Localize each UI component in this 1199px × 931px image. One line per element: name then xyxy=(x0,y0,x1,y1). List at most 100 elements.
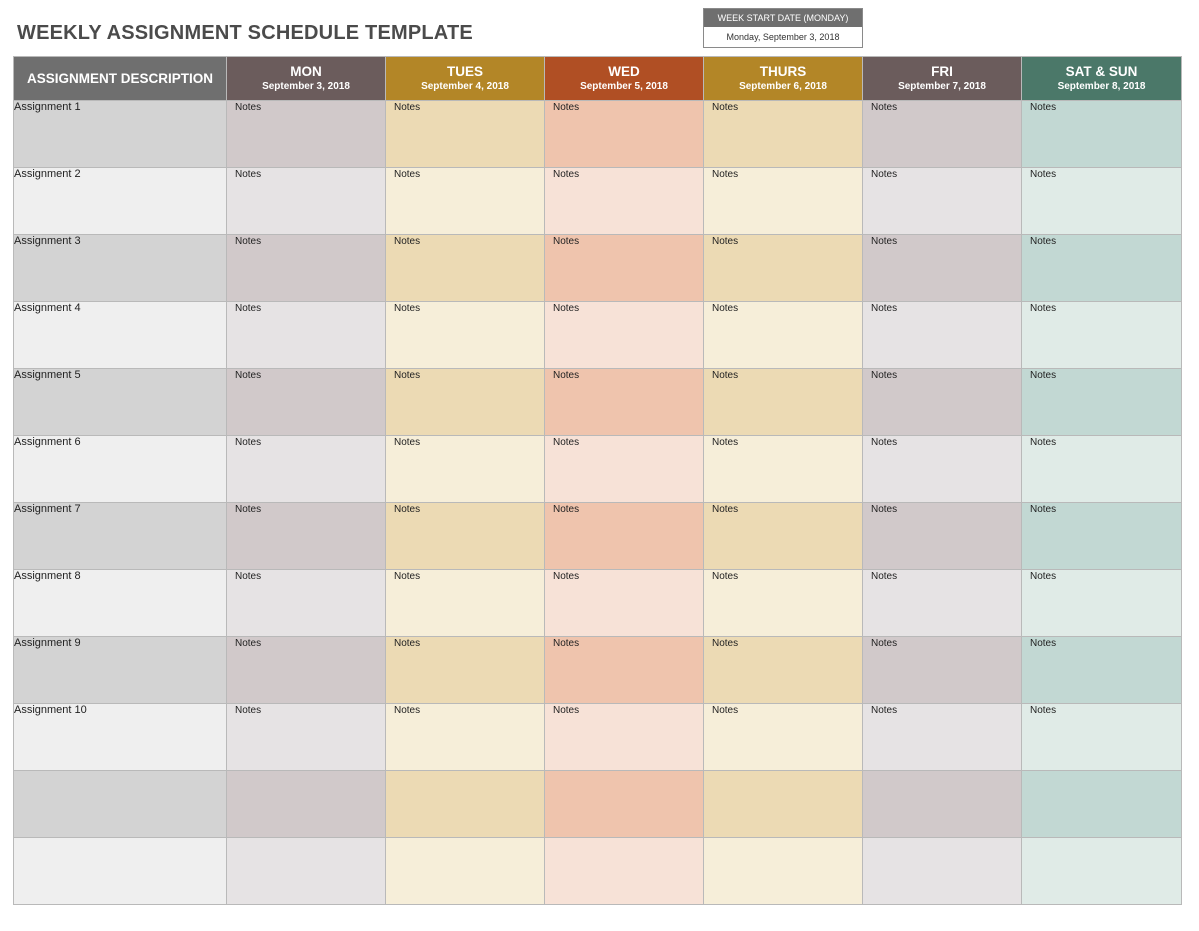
day-notes-cell[interactable]: Notes xyxy=(226,502,386,570)
day-notes-cell[interactable]: Notes xyxy=(544,167,704,235)
assignment-description-cell[interactable]: Assignment 6 xyxy=(13,435,227,503)
day-notes-cell[interactable]: Notes xyxy=(544,368,704,436)
assignment-description-cell[interactable]: Assignment 10 xyxy=(13,703,227,771)
day-notes-cell[interactable] xyxy=(226,770,386,838)
day-notes-cell[interactable]: Notes xyxy=(862,301,1022,369)
assignment-description-cell[interactable]: Assignment 9 xyxy=(13,636,227,704)
assignment-description-cell[interactable] xyxy=(13,770,227,838)
day-notes-cell[interactable]: Notes xyxy=(544,636,704,704)
day-notes-cell[interactable]: Notes xyxy=(703,569,863,637)
notes-label: Notes xyxy=(394,571,421,582)
day-notes-cell[interactable]: Notes xyxy=(226,100,386,168)
day-notes-cell[interactable]: Notes xyxy=(703,703,863,771)
day-notes-cell[interactable]: Notes xyxy=(1021,301,1182,369)
notes-label xyxy=(704,771,862,772)
assignment-description-cell[interactable]: Assignment 1 xyxy=(13,100,227,168)
day-notes-cell[interactable]: Notes xyxy=(703,234,863,302)
notes-label: Notes xyxy=(712,236,739,247)
day-notes-cell[interactable]: Notes xyxy=(385,435,545,503)
assignment-description-cell[interactable]: Assignment 5 xyxy=(13,368,227,436)
notes-label: Notes xyxy=(871,303,898,314)
day-notes-cell[interactable]: Notes xyxy=(703,636,863,704)
day-notes-cell[interactable]: Notes xyxy=(226,435,386,503)
notes-label xyxy=(545,838,703,839)
day-notes-cell[interactable] xyxy=(226,837,386,905)
notes-label: Notes xyxy=(1030,705,1057,716)
day-notes-cell[interactable]: Notes xyxy=(1021,100,1182,168)
day-notes-cell[interactable]: Notes xyxy=(703,502,863,570)
day-notes-cell[interactable]: Notes xyxy=(385,100,545,168)
notes-label: Notes xyxy=(712,169,739,180)
day-notes-cell[interactable]: Notes xyxy=(1021,703,1182,771)
day-notes-cell[interactable]: Notes xyxy=(226,301,386,369)
day-notes-cell[interactable]: Notes xyxy=(703,301,863,369)
day-notes-cell[interactable]: Notes xyxy=(862,234,1022,302)
day-notes-cell[interactable]: Notes xyxy=(544,435,704,503)
day-notes-cell[interactable]: Notes xyxy=(1021,167,1182,235)
day-notes-cell[interactable]: Notes xyxy=(385,636,545,704)
day-notes-cell[interactable]: Notes xyxy=(703,100,863,168)
week-start-date-input[interactable]: Monday, September 3, 2018 xyxy=(704,27,862,47)
day-notes-cell[interactable] xyxy=(1021,837,1182,905)
day-notes-cell[interactable]: Notes xyxy=(226,569,386,637)
assignment-description-cell[interactable]: Assignment 4 xyxy=(13,301,227,369)
assignment-description-cell[interactable]: Assignment 7 xyxy=(13,502,227,570)
assignment-description-cell[interactable]: Assignment 2 xyxy=(13,167,227,235)
day-notes-cell[interactable]: Notes xyxy=(226,636,386,704)
day-notes-cell[interactable]: Notes xyxy=(385,502,545,570)
day-notes-cell[interactable]: Notes xyxy=(862,636,1022,704)
day-notes-cell[interactable]: Notes xyxy=(862,100,1022,168)
day-notes-cell[interactable]: Notes xyxy=(226,703,386,771)
day-notes-cell[interactable]: Notes xyxy=(703,167,863,235)
day-notes-cell[interactable]: Notes xyxy=(862,368,1022,436)
day-notes-cell[interactable]: Notes xyxy=(385,234,545,302)
day-notes-cell[interactable] xyxy=(385,837,545,905)
day-notes-cell[interactable]: Notes xyxy=(703,368,863,436)
assignment-description-cell[interactable]: Assignment 3 xyxy=(13,234,227,302)
assignment-description-cell[interactable]: Assignment 8 xyxy=(13,569,227,637)
day-notes-cell[interactable]: Notes xyxy=(226,368,386,436)
day-notes-cell[interactable] xyxy=(862,770,1022,838)
day-notes-cell[interactable]: Notes xyxy=(385,368,545,436)
day-notes-cell[interactable]: Notes xyxy=(226,234,386,302)
day-name: SAT & SUN xyxy=(1065,64,1138,79)
day-notes-cell[interactable]: Notes xyxy=(703,435,863,503)
notes-label: Notes xyxy=(394,437,421,448)
notes-label: Notes xyxy=(394,303,421,314)
day-notes-cell[interactable]: Notes xyxy=(385,569,545,637)
day-notes-cell[interactable] xyxy=(1021,770,1182,838)
day-notes-cell[interactable]: Notes xyxy=(544,703,704,771)
day-notes-cell[interactable]: Notes xyxy=(862,703,1022,771)
day-notes-cell[interactable]: Notes xyxy=(1021,569,1182,637)
day-notes-cell[interactable]: Notes xyxy=(1021,234,1182,302)
day-notes-cell[interactable]: Notes xyxy=(226,167,386,235)
assignment-description-cell[interactable] xyxy=(13,837,227,905)
day-notes-cell[interactable] xyxy=(862,837,1022,905)
day-notes-cell[interactable] xyxy=(703,770,863,838)
day-notes-cell[interactable]: Notes xyxy=(385,167,545,235)
day-notes-cell[interactable]: Notes xyxy=(1021,636,1182,704)
day-notes-cell[interactable] xyxy=(544,837,704,905)
day-notes-cell[interactable]: Notes xyxy=(385,703,545,771)
day-notes-cell[interactable] xyxy=(385,770,545,838)
day-notes-cell[interactable]: Notes xyxy=(544,502,704,570)
assignment-row: Assignment 8 Notes Notes Notes Notes Notes Not… xyxy=(13,569,1182,637)
notes-label: Notes xyxy=(394,236,421,247)
day-notes-cell[interactable]: Notes xyxy=(1021,502,1182,570)
day-notes-cell[interactable]: Notes xyxy=(385,301,545,369)
day-name: TUES xyxy=(446,64,483,79)
day-notes-cell[interactable]: Notes xyxy=(862,502,1022,570)
day-notes-cell[interactable]: Notes xyxy=(544,100,704,168)
day-notes-cell[interactable]: Notes xyxy=(1021,435,1182,503)
day-notes-cell[interactable]: Notes xyxy=(862,569,1022,637)
day-notes-cell[interactable] xyxy=(544,770,704,838)
day-notes-cell[interactable]: Notes xyxy=(544,301,704,369)
day-notes-cell[interactable]: Notes xyxy=(544,234,704,302)
day-notes-cell[interactable]: Notes xyxy=(544,569,704,637)
notes-label: Notes xyxy=(235,437,262,448)
day-date: September 8, 2018 xyxy=(1057,81,1146,92)
day-notes-cell[interactable]: Notes xyxy=(862,435,1022,503)
day-notes-cell[interactable] xyxy=(703,837,863,905)
day-notes-cell[interactable]: Notes xyxy=(1021,368,1182,436)
day-notes-cell[interactable]: Notes xyxy=(862,167,1022,235)
